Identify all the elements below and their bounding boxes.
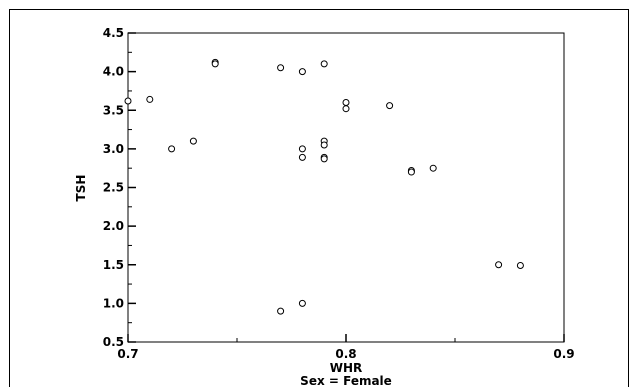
y-tick-label: 0.5	[103, 335, 124, 349]
data-point	[298, 299, 306, 307]
y-tick-label: 4.0	[103, 65, 124, 79]
y-axis: 0.5 1.0 1.5 2.0 2.5 3.0 3.5 4.0 4.5	[103, 26, 136, 349]
data-point	[277, 307, 285, 315]
data-point	[211, 60, 219, 68]
chart-caption: Sex = Female	[300, 374, 392, 388]
scatter-plot: 0.5 1.0 1.5 2.0 2.5 3.0 3.5 4.0 4.5 0.7 0.8 0.9 WH…	[74, 26, 575, 388]
y-tick-label: 3.0	[103, 142, 124, 156]
data-point	[516, 262, 524, 270]
y-axis-label: TSH	[74, 175, 88, 202]
x-axis-label: WHR	[330, 361, 363, 375]
data-point	[407, 168, 415, 176]
plot-area	[127, 32, 565, 343]
data-point	[168, 145, 176, 153]
x-axis: 0.7 0.8 0.9	[117, 334, 575, 361]
y-tick-label: 2.5	[103, 181, 124, 195]
y-tick-label: 4.5	[103, 26, 124, 40]
data-point	[146, 95, 154, 103]
data-point	[320, 141, 328, 149]
data-point	[342, 105, 350, 113]
data-point	[429, 164, 437, 172]
data-points	[124, 58, 524, 315]
chart-frame: 0.5 1.0 1.5 2.0 2.5 3.0 3.5 4.0 4.5 0.7 0.8 0.9 WH…	[9, 9, 629, 388]
data-point	[298, 153, 306, 161]
data-point	[298, 145, 306, 153]
data-point	[124, 97, 132, 105]
data-point	[277, 64, 285, 72]
data-point	[320, 155, 328, 163]
data-point	[342, 99, 350, 107]
y-tick-label: 3.5	[103, 103, 124, 117]
x-tick-label: 0.8	[335, 347, 356, 361]
y-tick-label: 2.0	[103, 219, 124, 233]
y-tick-label: 1.0	[103, 296, 124, 310]
x-tick-label: 0.9	[553, 347, 574, 361]
data-point	[495, 261, 503, 269]
data-point	[298, 68, 306, 76]
data-point	[189, 137, 197, 145]
y-tick-label: 1.5	[103, 258, 124, 272]
x-tick-label: 0.7	[117, 347, 138, 361]
data-point	[386, 102, 394, 110]
data-point	[320, 60, 328, 68]
